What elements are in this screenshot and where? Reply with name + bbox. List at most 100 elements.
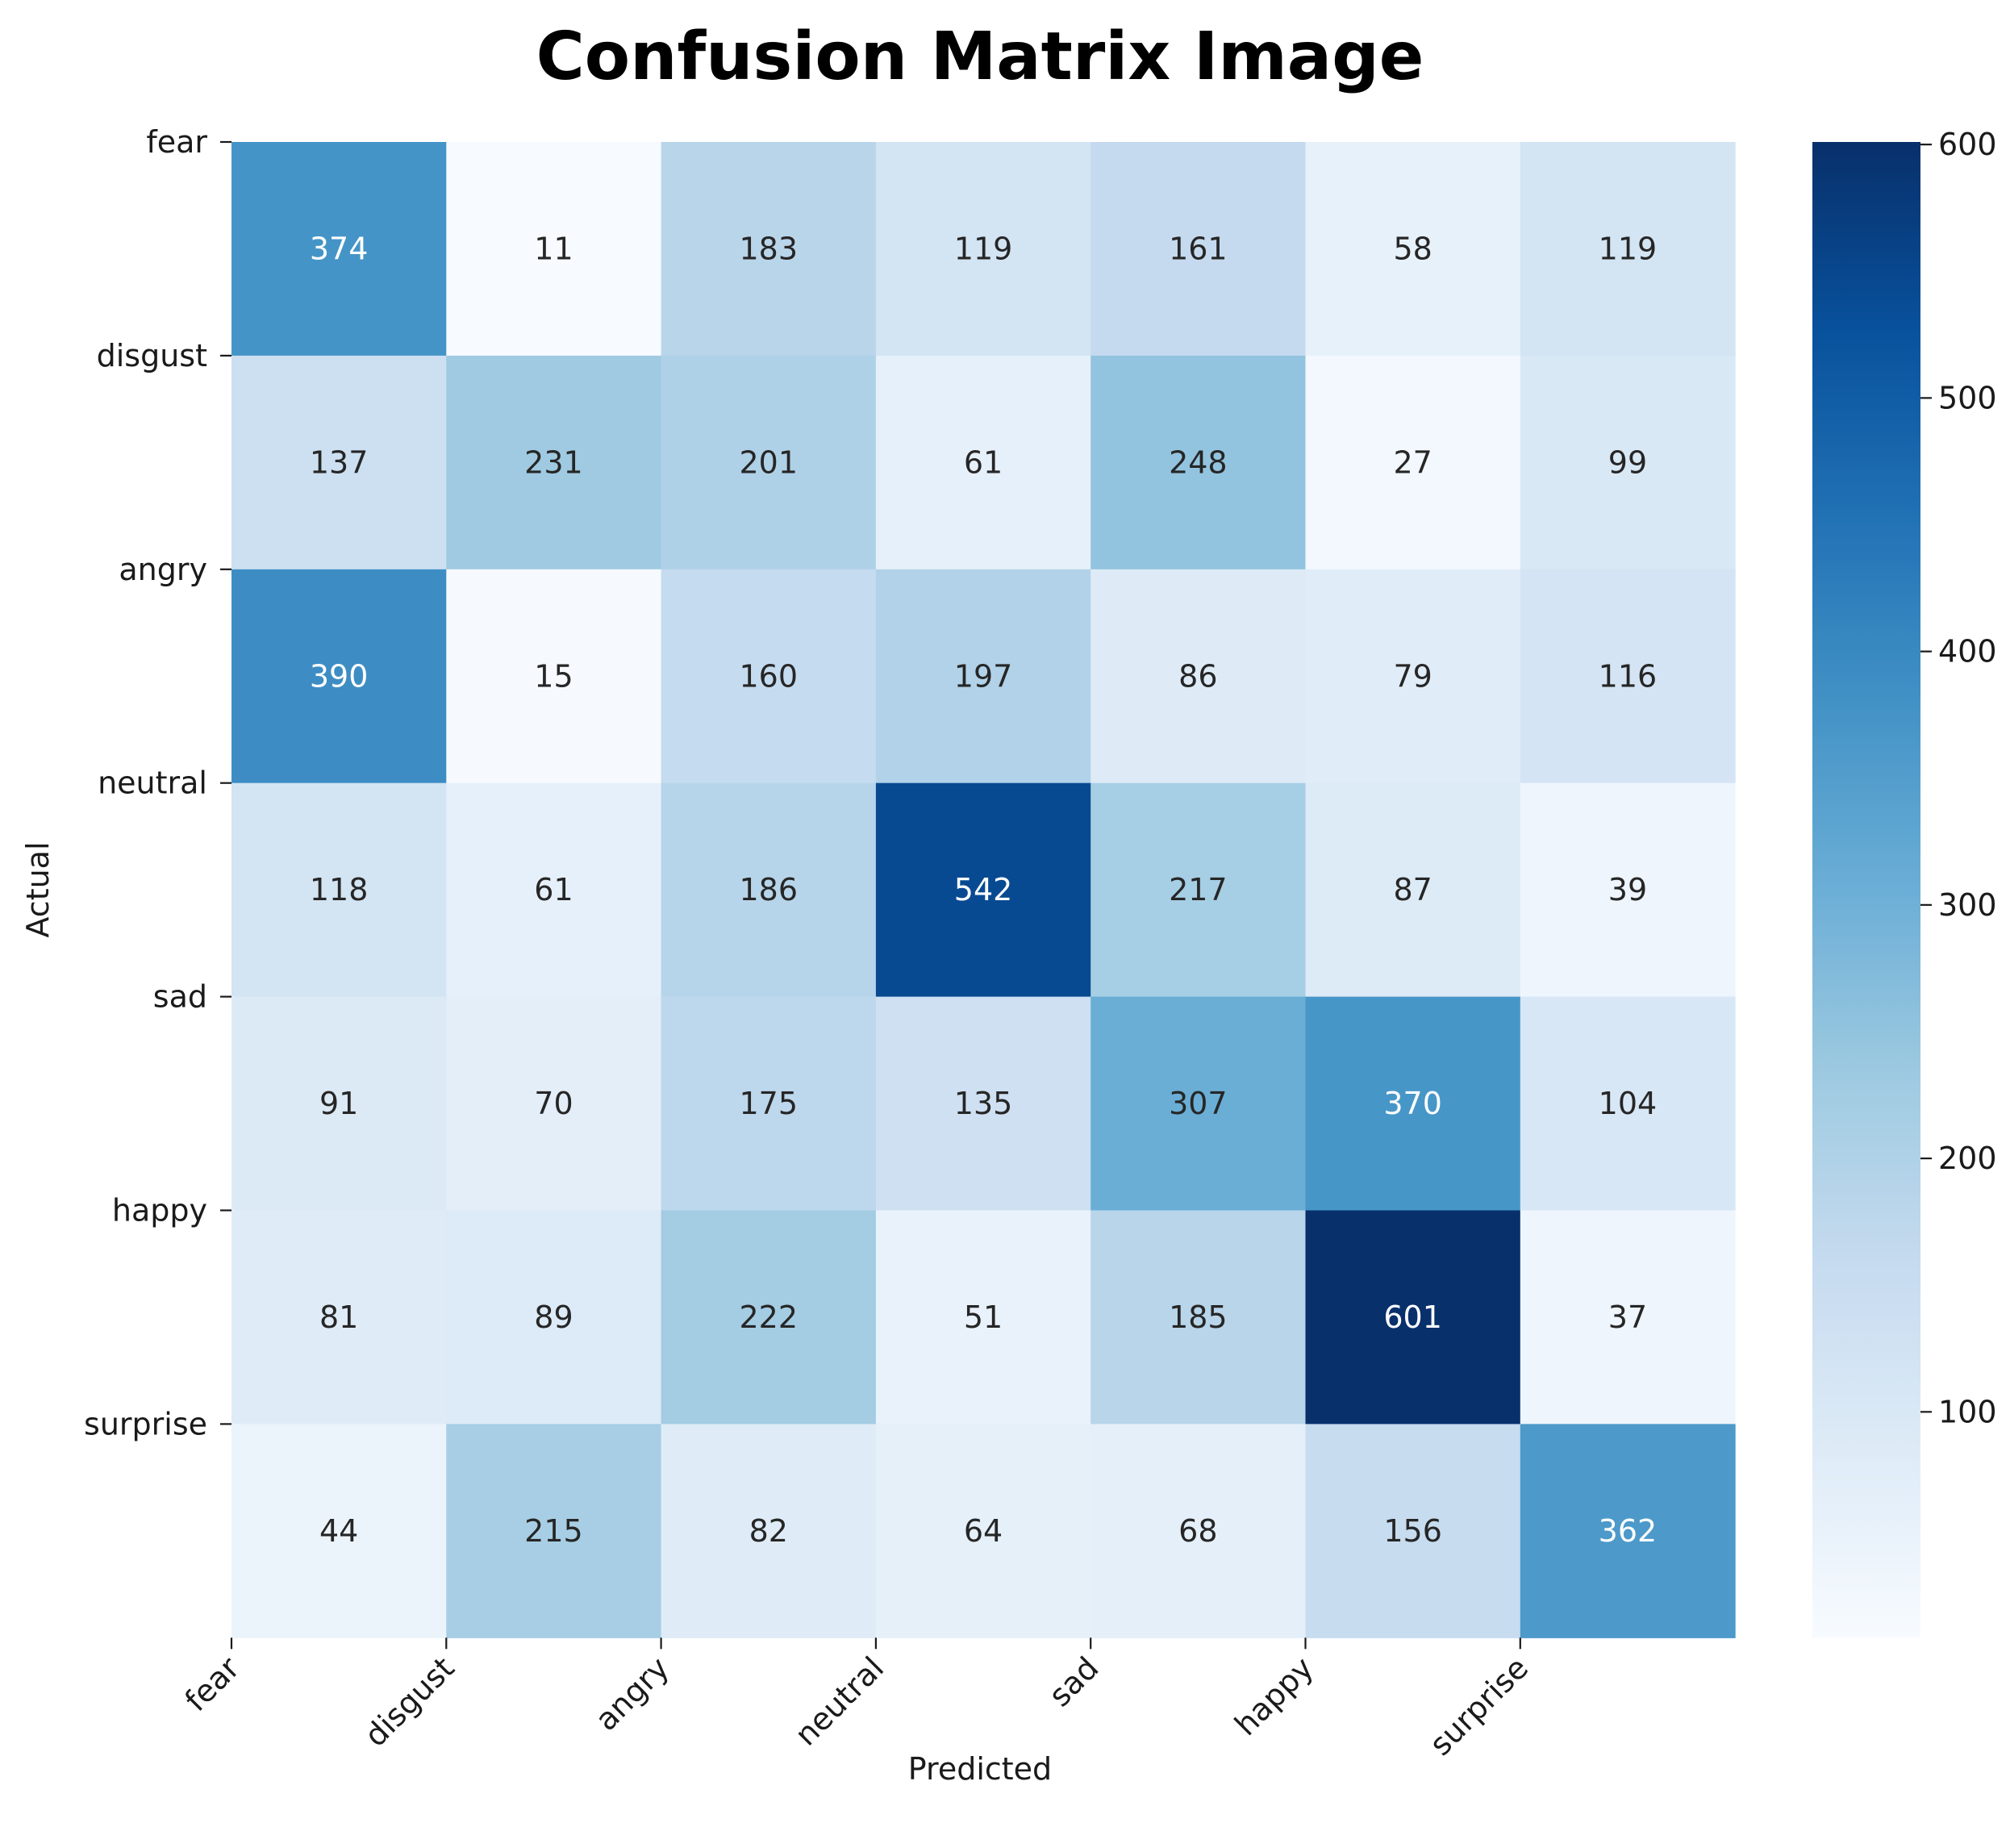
heatmap-cell: [661, 355, 877, 570]
heatmap-cell: [661, 1210, 877, 1425]
heatmap-cell: [1520, 569, 1736, 784]
cell-value-label: 197: [954, 658, 1013, 694]
cell-value-label: 61: [534, 872, 573, 907]
heatmap-cell: [1305, 142, 1521, 357]
heatmap-cell: [875, 782, 1091, 998]
cell-value-label: 307: [1169, 1086, 1228, 1121]
cell-value-label: 217: [1169, 872, 1228, 907]
cell-value-label: 104: [1599, 1086, 1658, 1121]
cell-value-label: 374: [310, 231, 369, 266]
heatmap-cell: [446, 1210, 662, 1425]
heatmap-cell: [875, 569, 1091, 784]
heatmap-cell: [1305, 1424, 1521, 1638]
cell-value-label: 86: [1178, 658, 1217, 694]
heatmap-cell: [446, 996, 662, 1212]
heatmap-cell: [875, 996, 1091, 1212]
cell-value-label: 175: [739, 1086, 798, 1121]
cell-value-label: 27: [1393, 444, 1432, 480]
heatmap-cell: [231, 1424, 447, 1638]
y-tick-label: surprise: [84, 1406, 207, 1441]
y-tick-label: sad: [153, 979, 207, 1015]
cell-value-label: 99: [1608, 444, 1647, 480]
cell-value-label: 61: [964, 444, 1003, 480]
cell-value-label: 601: [1383, 1299, 1442, 1335]
heatmap-cell: [1305, 782, 1521, 998]
y-axis-label: Actual: [20, 841, 56, 937]
cell-value-label: 15: [534, 658, 573, 694]
cell-value-label: 82: [749, 1513, 788, 1549]
cell-value-label: 79: [1393, 658, 1432, 694]
heatmap-cell: [1090, 355, 1307, 570]
heatmap-cell: [231, 782, 447, 998]
cell-value-label: 186: [739, 872, 798, 907]
cell-value-label: 70: [534, 1086, 573, 1121]
heatmap-cell: [1520, 142, 1736, 357]
cell-value-label: 87: [1393, 872, 1432, 907]
heatmap-cell: [875, 355, 1091, 570]
cell-value-label: 390: [310, 658, 369, 694]
heatmap-cell: [1305, 1210, 1521, 1425]
y-tick-label: neutral: [98, 765, 207, 801]
heatmap-cell: [1305, 569, 1521, 784]
heatmap-cell: [231, 142, 447, 357]
heatmap-cell: [875, 142, 1091, 357]
cell-value-label: 64: [964, 1513, 1003, 1549]
cell-value-label: 11: [534, 231, 573, 266]
cell-value-label: 39: [1608, 872, 1647, 907]
heatmap-cell: [1305, 355, 1521, 570]
y-tick-label: fear: [146, 124, 207, 160]
heatmap-cell: [661, 569, 877, 784]
heatmap-cell: [661, 1424, 877, 1638]
heatmap-cell: [446, 782, 662, 998]
cell-value-label: 215: [524, 1513, 583, 1549]
y-tick-label: angry: [119, 552, 207, 587]
colorbar-tick-label: 100: [1938, 1394, 1997, 1429]
heatmap-cell: [661, 142, 877, 357]
cell-value-label: 248: [1169, 444, 1228, 480]
cell-value-label: 118: [310, 872, 369, 907]
cell-value-label: 135: [954, 1086, 1013, 1121]
cell-value-label: 81: [319, 1299, 358, 1335]
heatmap-cell: [231, 996, 447, 1212]
y-tick-label: happy: [112, 1193, 207, 1229]
heatmap-cell: [661, 996, 877, 1212]
chart-title: Confusion Matrix Image: [536, 19, 1424, 95]
colorbar-tick-label: 300: [1938, 887, 1997, 923]
heatmap-cell: [1520, 996, 1736, 1212]
heatmap-cell: [1090, 782, 1307, 998]
heatmap-cell: [231, 569, 447, 784]
heatmap-cell: [1520, 782, 1736, 998]
colorbar-tick-label: 500: [1938, 380, 1997, 415]
heatmap-cell: [1090, 996, 1307, 1212]
cell-value-label: 89: [534, 1299, 573, 1335]
x-axis-label: Predicted: [908, 1751, 1052, 1787]
cell-value-label: 44: [319, 1513, 358, 1549]
heatmap-cell: [875, 1424, 1091, 1638]
heatmap-cell: [875, 1210, 1091, 1425]
heatmap-cell: [1090, 569, 1307, 784]
cell-value-label: 156: [1383, 1513, 1442, 1549]
heatmap-cell: [446, 142, 662, 357]
cell-value-label: 201: [739, 444, 798, 480]
colorbar-tick-label: 200: [1938, 1141, 1997, 1176]
heatmap-cell: [661, 782, 877, 998]
colorbar-tick-label: 600: [1938, 127, 1997, 162]
heatmap-cell: [1090, 1424, 1307, 1638]
heatmap-cell: [1520, 1210, 1736, 1425]
heatmap-cell: [1520, 1424, 1736, 1638]
cell-value-label: 222: [739, 1299, 798, 1335]
y-axis-ticks: fear disgust angry neutral sad happy surprise: [84, 124, 231, 1441]
cell-value-label: 231: [524, 444, 583, 480]
heatmap-cell: [231, 355, 447, 570]
cell-value-label: 119: [954, 231, 1013, 266]
heatmap-cell: [1520, 355, 1736, 570]
heatmap-cell: [1090, 1210, 1307, 1425]
heatmap-cell: [231, 1210, 447, 1425]
cell-value-label: 160: [739, 658, 798, 694]
heatmap-cell: [446, 1424, 662, 1638]
cell-value-label: 58: [1393, 231, 1432, 266]
y-tick-label: disgust: [97, 338, 207, 373]
cell-value-label: 542: [954, 872, 1013, 907]
heatmap-cell: [1305, 996, 1521, 1212]
